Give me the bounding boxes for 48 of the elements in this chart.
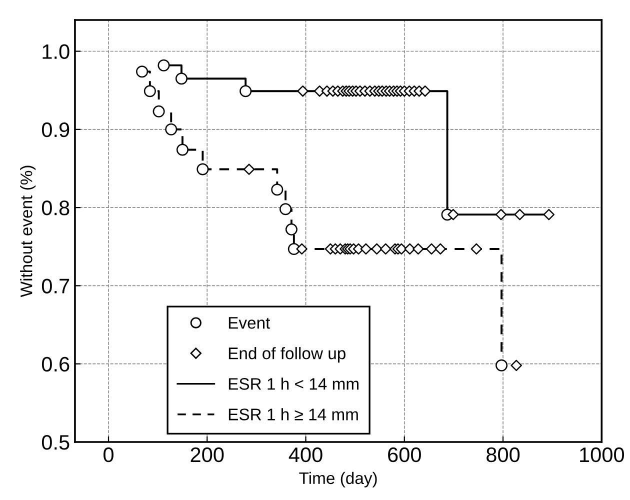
point bbox=[175, 72, 188, 85]
point bbox=[470, 243, 482, 255]
point bbox=[296, 243, 308, 255]
x-tick-label: 1000 bbox=[580, 447, 624, 462]
point bbox=[176, 144, 188, 156]
point bbox=[297, 85, 308, 97]
x-tick-label: 200 bbox=[190, 447, 224, 462]
point bbox=[543, 208, 555, 220]
x-axis-title: Time (day) bbox=[299, 472, 377, 488]
point bbox=[371, 243, 382, 255]
point bbox=[136, 66, 148, 78]
point bbox=[419, 85, 431, 97]
x-tick-label: 600 bbox=[388, 447, 421, 462]
point bbox=[434, 243, 446, 255]
y-tick-label: 1.0 bbox=[42, 44, 70, 60]
point bbox=[412, 243, 424, 255]
x-tick-label: 400 bbox=[288, 447, 322, 462]
point bbox=[280, 203, 292, 216]
x-tick-label: 0 bbox=[104, 447, 114, 462]
legend-label: ESR 1 h < 14 mm bbox=[228, 378, 358, 390]
point bbox=[152, 105, 165, 118]
point bbox=[144, 85, 156, 98]
point bbox=[496, 359, 508, 372]
point bbox=[243, 164, 255, 175]
point bbox=[426, 243, 438, 255]
point bbox=[510, 360, 522, 372]
point bbox=[165, 123, 178, 136]
legend-label: Event bbox=[228, 317, 270, 329]
legend-label: ESR 1 h ≥ 14 mm bbox=[228, 408, 358, 420]
point bbox=[495, 208, 507, 220]
point bbox=[271, 184, 284, 196]
y-tick-label: 0.5 bbox=[42, 435, 70, 450]
point bbox=[158, 59, 170, 72]
y-tick-label: 0.6 bbox=[42, 356, 70, 372]
point bbox=[196, 163, 209, 176]
point bbox=[285, 223, 298, 236]
y-tick-label: 0.9 bbox=[42, 122, 70, 138]
y-tick-label: 0.7 bbox=[42, 278, 70, 294]
point bbox=[404, 243, 416, 255]
point bbox=[380, 243, 392, 255]
point bbox=[448, 208, 459, 220]
point bbox=[514, 208, 526, 220]
x-tick-label: 800 bbox=[486, 447, 520, 462]
legend-label: End of follow up bbox=[228, 347, 346, 363]
y-tick-label: 0.8 bbox=[42, 200, 70, 216]
y-axis-title: Without event (%) bbox=[20, 166, 36, 298]
point bbox=[240, 85, 252, 98]
point bbox=[360, 243, 372, 255]
